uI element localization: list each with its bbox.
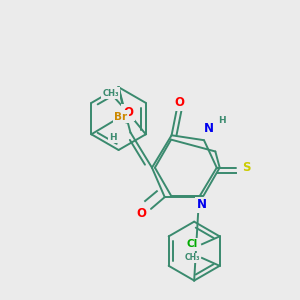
Text: N: N [197,199,207,212]
Text: CH₃: CH₃ [102,88,119,98]
Text: H: H [109,133,116,142]
Text: O: O [123,106,133,119]
Text: Cl: Cl [187,239,198,249]
Text: CH₃: CH₃ [184,254,200,262]
Text: O: O [174,96,184,110]
Text: O: O [136,207,146,220]
Text: S: S [242,161,250,174]
Text: N: N [204,122,214,135]
Text: Br: Br [114,112,128,122]
Text: H: H [218,116,226,125]
